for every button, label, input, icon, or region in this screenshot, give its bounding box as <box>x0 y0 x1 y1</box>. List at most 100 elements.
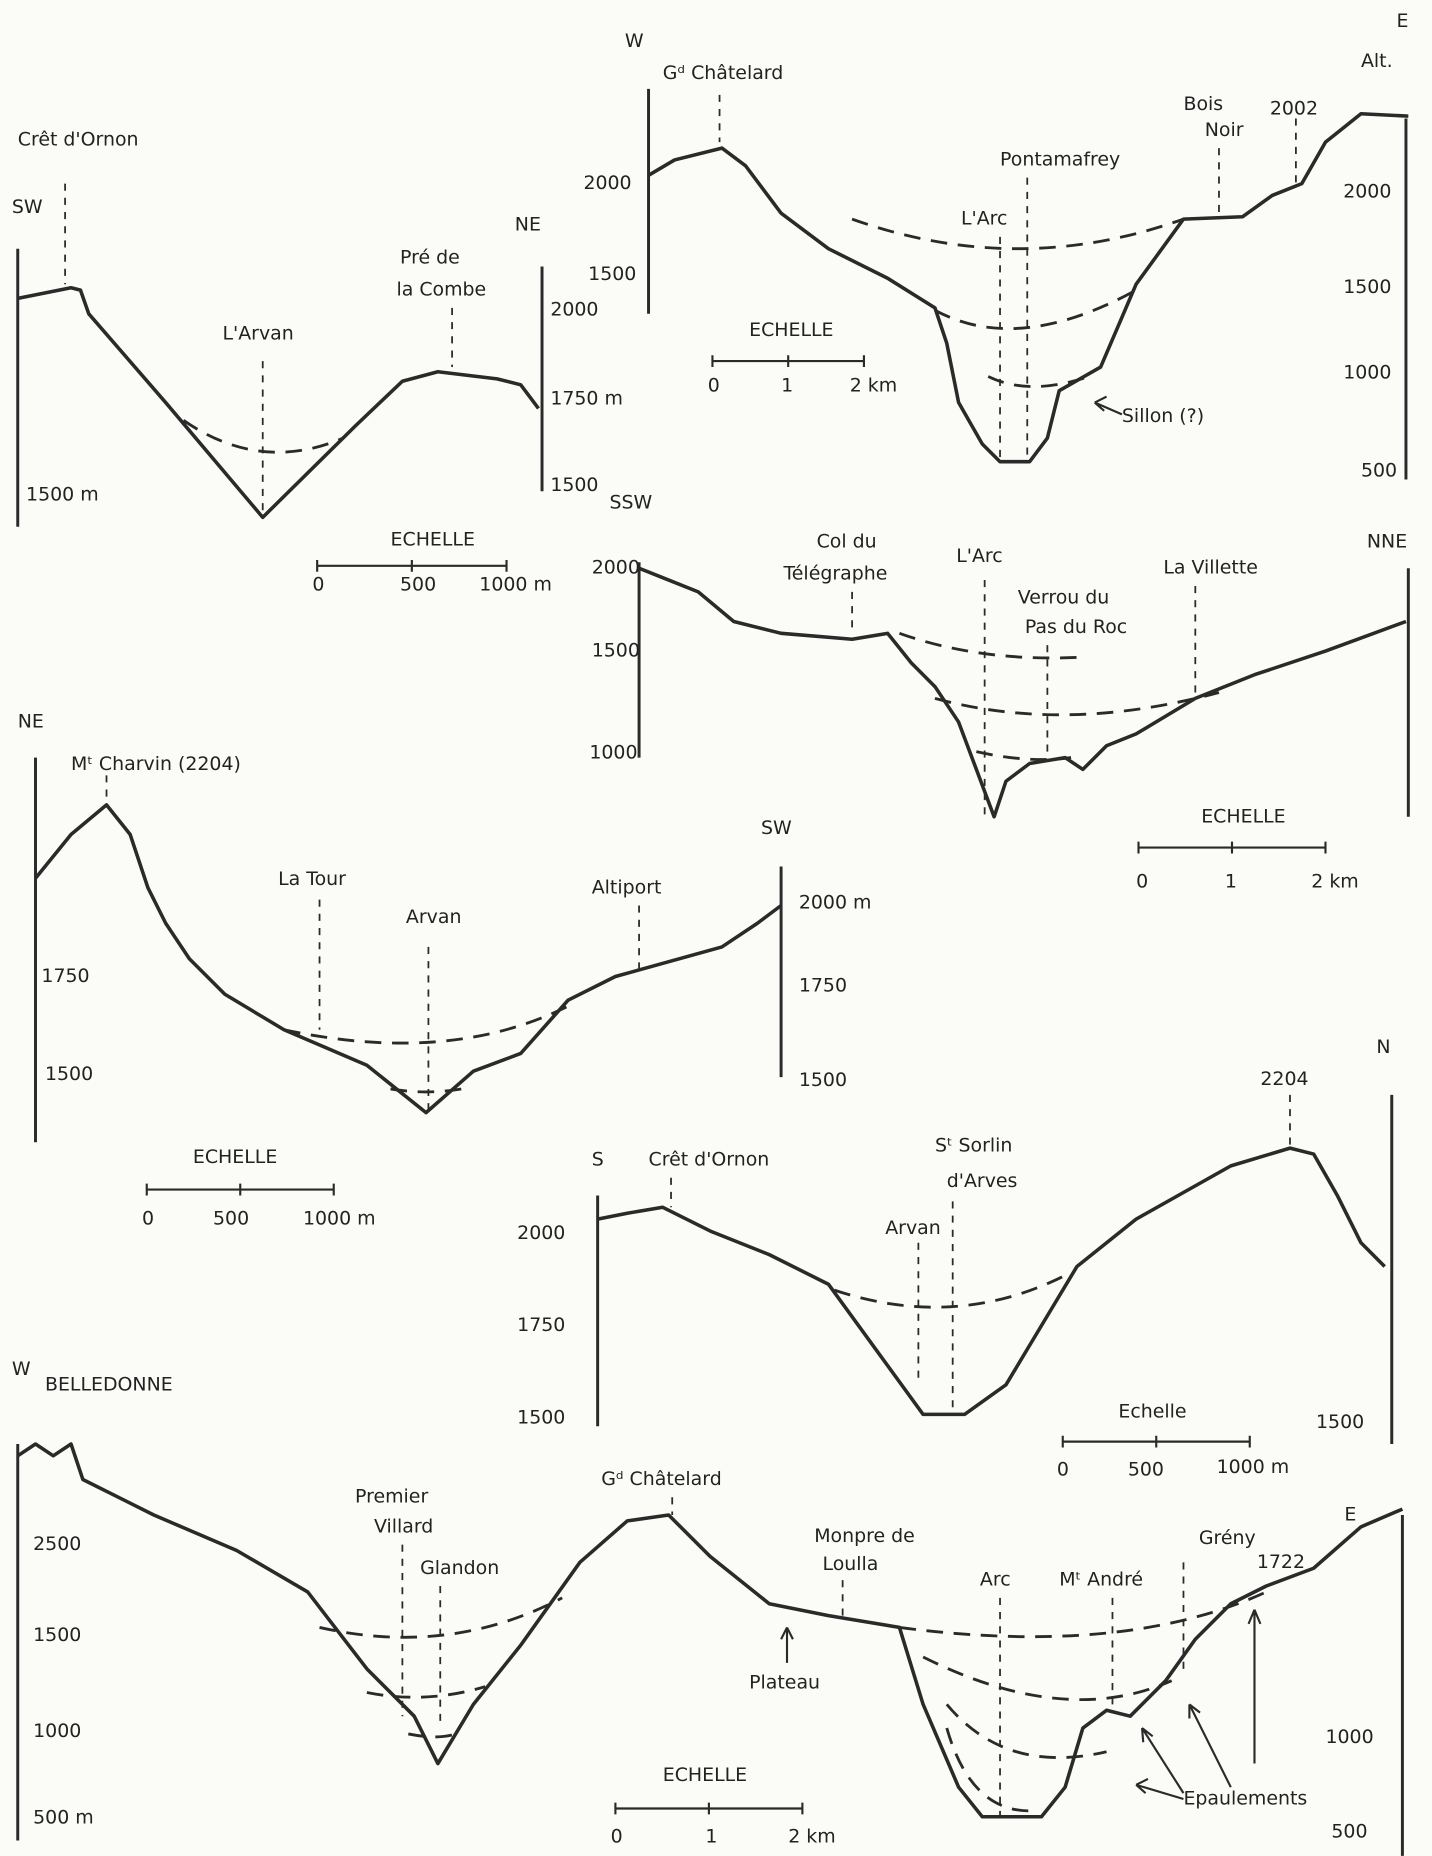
orientation: NE <box>515 214 541 236</box>
scale-tick-label: 0 <box>1136 870 1148 892</box>
place-label: Glandon <box>420 1557 499 1579</box>
altitude-label: 1500 <box>588 263 636 285</box>
place-label: BELLEDONNE <box>45 1373 173 1395</box>
profile-line <box>34 803 783 1115</box>
orientation: SW <box>12 196 43 218</box>
altitude-label: 1000 <box>1325 1726 1373 1748</box>
former-valley-floor <box>934 691 1220 717</box>
altitude-label: 500 m <box>33 1806 94 1828</box>
former-valley-floor <box>833 1271 1072 1309</box>
scale-tick-label: 1000 m <box>1217 1456 1290 1478</box>
orientation: NE <box>18 711 44 733</box>
altitude-label: 1500 <box>799 1069 847 1091</box>
place-label: La Tour <box>278 868 346 890</box>
scale-bar <box>145 1183 335 1196</box>
scale-tick-label: 0 <box>142 1208 154 1230</box>
altitude-label: 500 <box>1361 460 1397 482</box>
place-label: 2204 <box>1260 1068 1308 1090</box>
place-label: Plateau <box>749 1672 820 1694</box>
former-valley-floor <box>283 1004 569 1045</box>
orientation: SSW <box>609 492 652 514</box>
orientation: E <box>1396 10 1408 32</box>
arrow <box>780 1626 794 1663</box>
scale-bar <box>711 355 865 368</box>
altitude-label: 2000 <box>550 299 598 321</box>
former-valley-floor <box>851 217 1184 251</box>
altitude-label: 1750 <box>41 965 89 987</box>
place-label: Gᵈ Châtelard <box>601 1468 722 1490</box>
place-label: Crêt d'Ornon <box>18 128 139 150</box>
scale-bar <box>316 559 508 572</box>
scale-tick-label: 2 km <box>850 374 897 396</box>
former-valley-floor <box>319 1596 563 1639</box>
altitude-label: 1000 <box>589 741 637 763</box>
altitude-label: 2000 <box>517 1222 565 1244</box>
scale-title: ECHELLE <box>193 1146 277 1168</box>
altitude-label: 1750 <box>799 974 847 996</box>
scale-tick-label: 2 km <box>788 1825 835 1847</box>
former-valley-floor <box>945 1727 1030 1813</box>
place-label: Arvan <box>406 906 462 928</box>
altitude-label: 1500 <box>1343 276 1391 298</box>
altitude-label: 2000 <box>583 172 631 194</box>
place-label: Alt. <box>1361 50 1393 72</box>
orientation: S <box>592 1148 604 1170</box>
scale-tick-label: 1000 m <box>479 573 552 595</box>
place-label: Pré de <box>400 247 460 269</box>
orientation: E <box>1344 1504 1356 1526</box>
altitude-label: 2000 m <box>799 892 872 914</box>
profile-line <box>17 285 540 520</box>
arrow <box>1140 1727 1185 1794</box>
place-label: Villard <box>374 1515 433 1537</box>
place-label: Verrou du <box>1018 586 1110 608</box>
place-label: la Combe <box>396 279 486 301</box>
former-valley-floor <box>366 1685 486 1699</box>
orientation: W <box>12 1358 31 1380</box>
altitude-label: 1750 <box>517 1314 565 1336</box>
place-label: L'Arc <box>956 545 1002 567</box>
scale-bar <box>614 1802 804 1815</box>
place-label: Gᵈ Châtelard <box>663 62 784 84</box>
scale-title: ECHELLE <box>391 528 475 550</box>
arrow <box>1247 1609 1262 1764</box>
profile-line <box>16 1442 1404 1819</box>
former-valley-floor <box>408 1732 457 1739</box>
scale-tick-label: 0 <box>1057 1459 1069 1481</box>
former-valley-floor <box>987 375 1090 388</box>
scale-tick-label: 0 <box>312 573 324 595</box>
place-label: Altiport <box>592 876 662 898</box>
altitude-label: 2000 <box>1343 180 1391 202</box>
orientation: W <box>625 30 644 52</box>
place-label: Télégraphe <box>782 563 887 585</box>
arrow <box>1135 1777 1184 1801</box>
arrow <box>1188 1703 1232 1788</box>
former-valley-floor <box>390 1087 462 1094</box>
altitude-label: 1500 <box>517 1406 565 1428</box>
altitude-label: 1000 <box>33 1720 81 1742</box>
scale-title: Echelle <box>1118 1401 1186 1423</box>
place-label: Premier <box>355 1486 428 1508</box>
scale-tick-label: 500 <box>1128 1459 1164 1481</box>
former-valley-floor <box>945 1703 1107 1759</box>
place-label: Sᵗ Sorlin <box>935 1134 1012 1156</box>
orientation: NNE <box>1367 531 1407 553</box>
place-label: L'Arc <box>961 208 1007 230</box>
former-valley-floor <box>922 1655 1173 1702</box>
place-label: Crêt d'Ornon <box>649 1148 770 1170</box>
arrow <box>1094 395 1123 416</box>
scale-bar <box>1137 841 1327 854</box>
former-valley-floor <box>976 750 1072 761</box>
scale-tick-label: 1000 m <box>303 1208 376 1230</box>
scale-bar <box>1061 1435 1251 1448</box>
altitude-label: 1500 <box>45 1063 93 1085</box>
place-label: Grény <box>1199 1527 1256 1549</box>
altitude-label: 500 <box>1331 1821 1367 1843</box>
place-label: Loulla <box>823 1553 879 1575</box>
scale-title: ECHELLE <box>663 1764 747 1786</box>
place-label: Mᵗ André <box>1059 1569 1143 1591</box>
place-label: Pontamafrey <box>1000 148 1120 170</box>
place-label: Arvan <box>885 1217 941 1239</box>
scale-tick-label: 0 <box>708 374 720 396</box>
